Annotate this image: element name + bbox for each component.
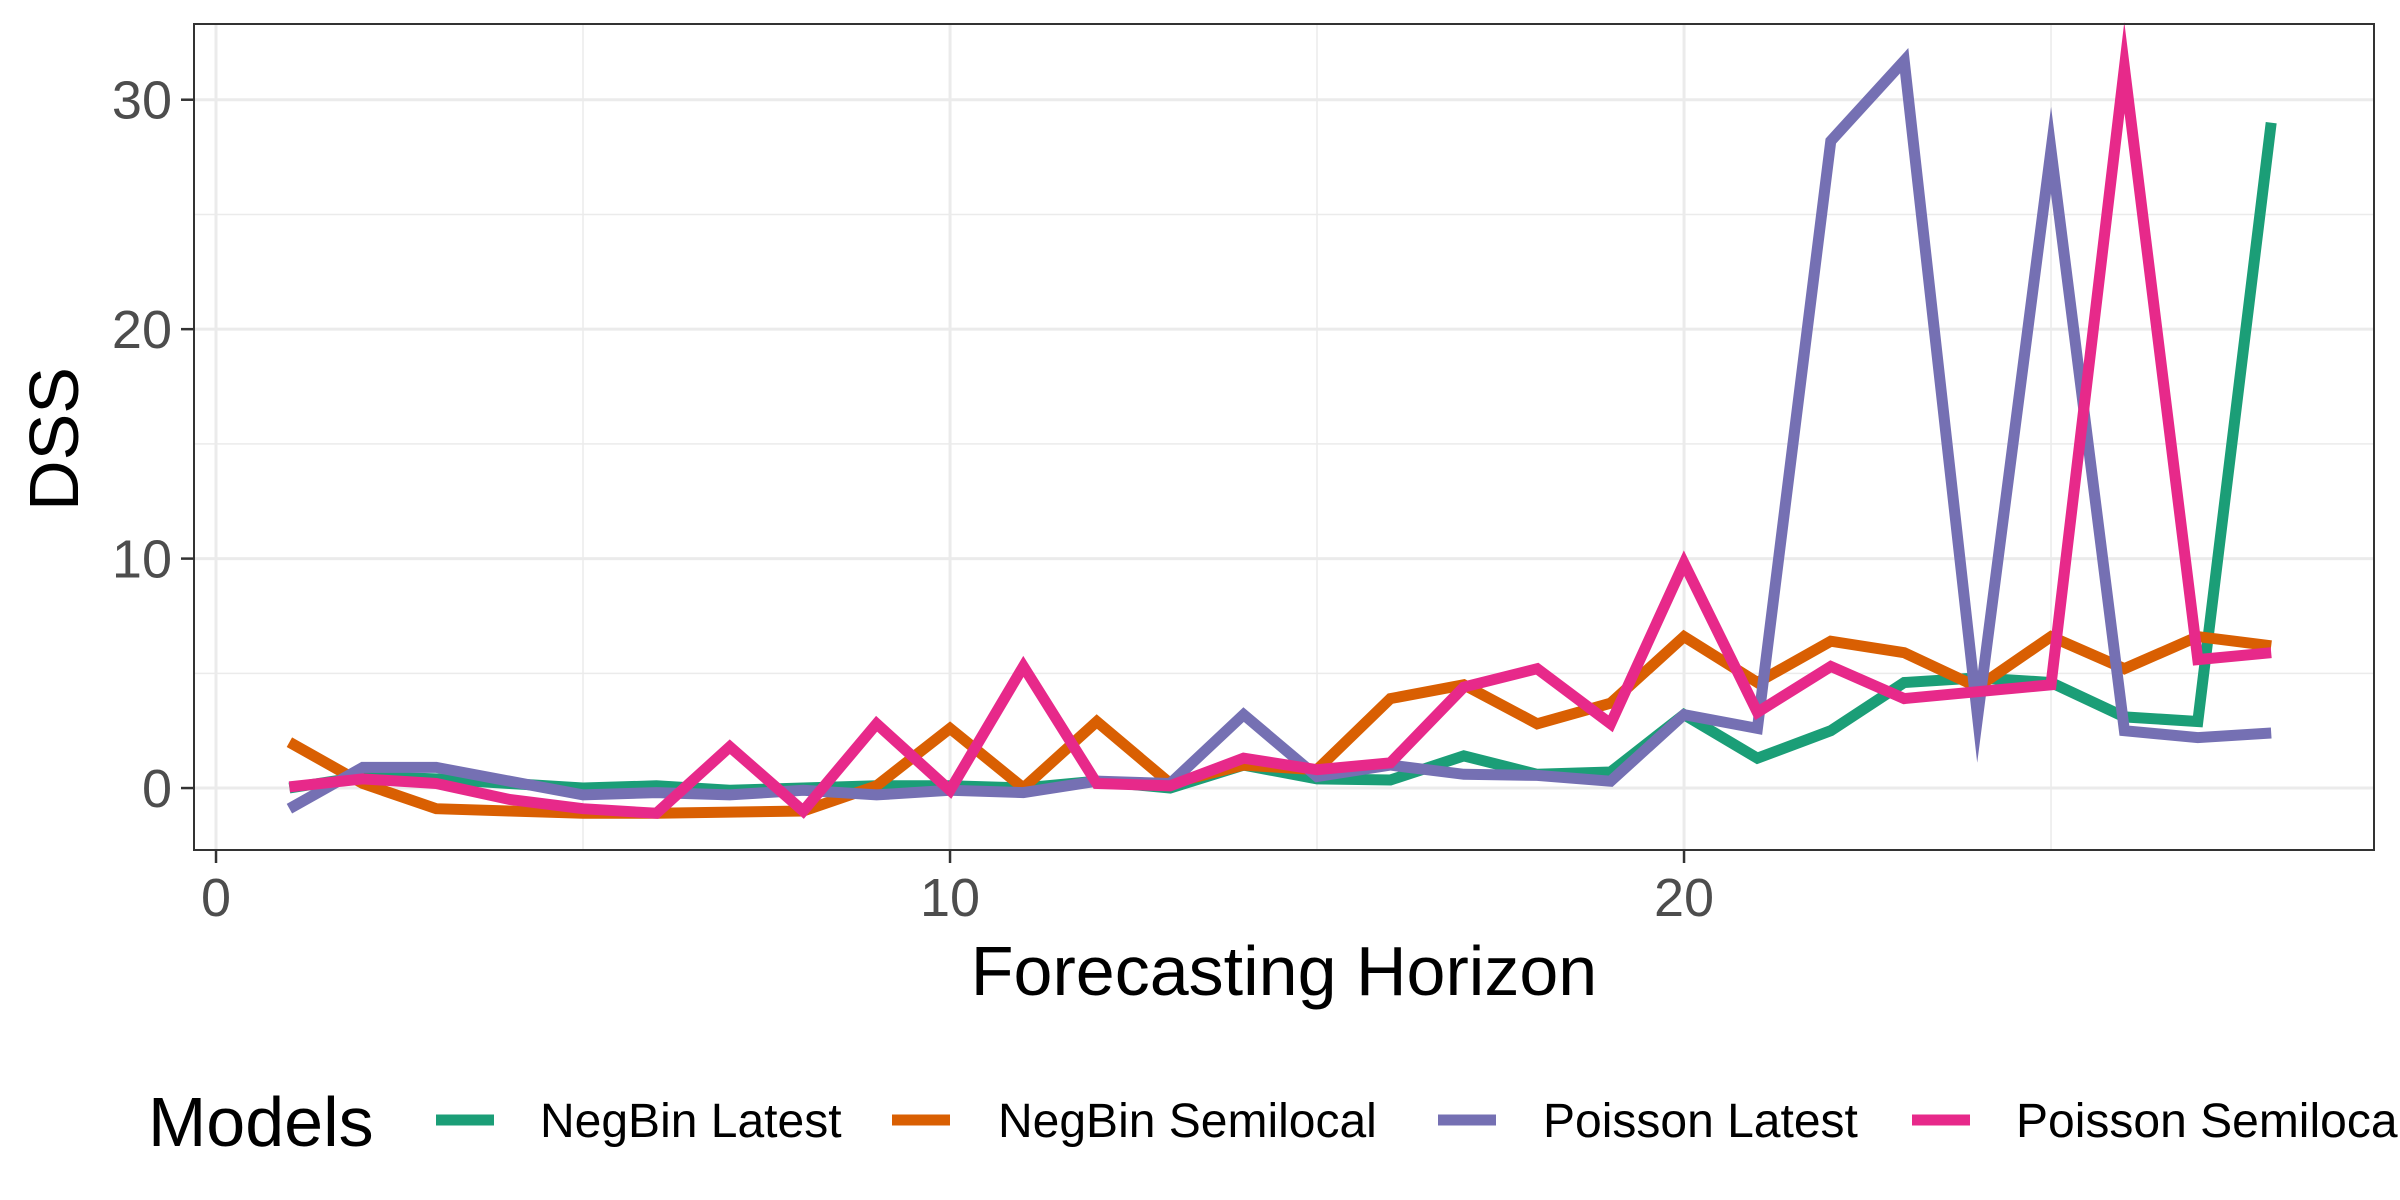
y-tick-label: 10 [112, 530, 172, 590]
series-line-3 [286, 48, 2272, 814]
y-tick-label: 0 [142, 759, 172, 819]
axes: 0 10 20 0 10 20 30 [112, 71, 1714, 928]
legend-label-4: Poisson Semilocal [2016, 1095, 2400, 1148]
legend-items: NegBin Latest NegBin Semilocal Poisson Lat… [436, 1095, 2400, 1148]
legend-label-1: NegBin Latest [540, 1095, 842, 1148]
x-tick-label: 10 [920, 868, 980, 928]
series-line-4 [288, 21, 2272, 819]
legend-title: Models [148, 1083, 374, 1161]
x-tick-label: 0 [201, 868, 231, 928]
legend-label-2: NegBin Semilocal [998, 1095, 1377, 1148]
x-axis-title: Forecasting Horizon [971, 932, 1597, 1010]
y-axis-title: DSS [15, 367, 93, 511]
legend: Models NegBin Latest NegBin Semilocal Pois… [148, 1083, 2400, 1161]
plot-panel-border [193, 23, 2375, 851]
y-tick-label: 20 [112, 300, 172, 360]
series-lines [286, 21, 2277, 819]
y-tick-label: 30 [112, 71, 172, 131]
legend-label-3: Poisson Latest [1543, 1095, 1858, 1148]
x-tick-label: 20 [1654, 868, 1714, 928]
